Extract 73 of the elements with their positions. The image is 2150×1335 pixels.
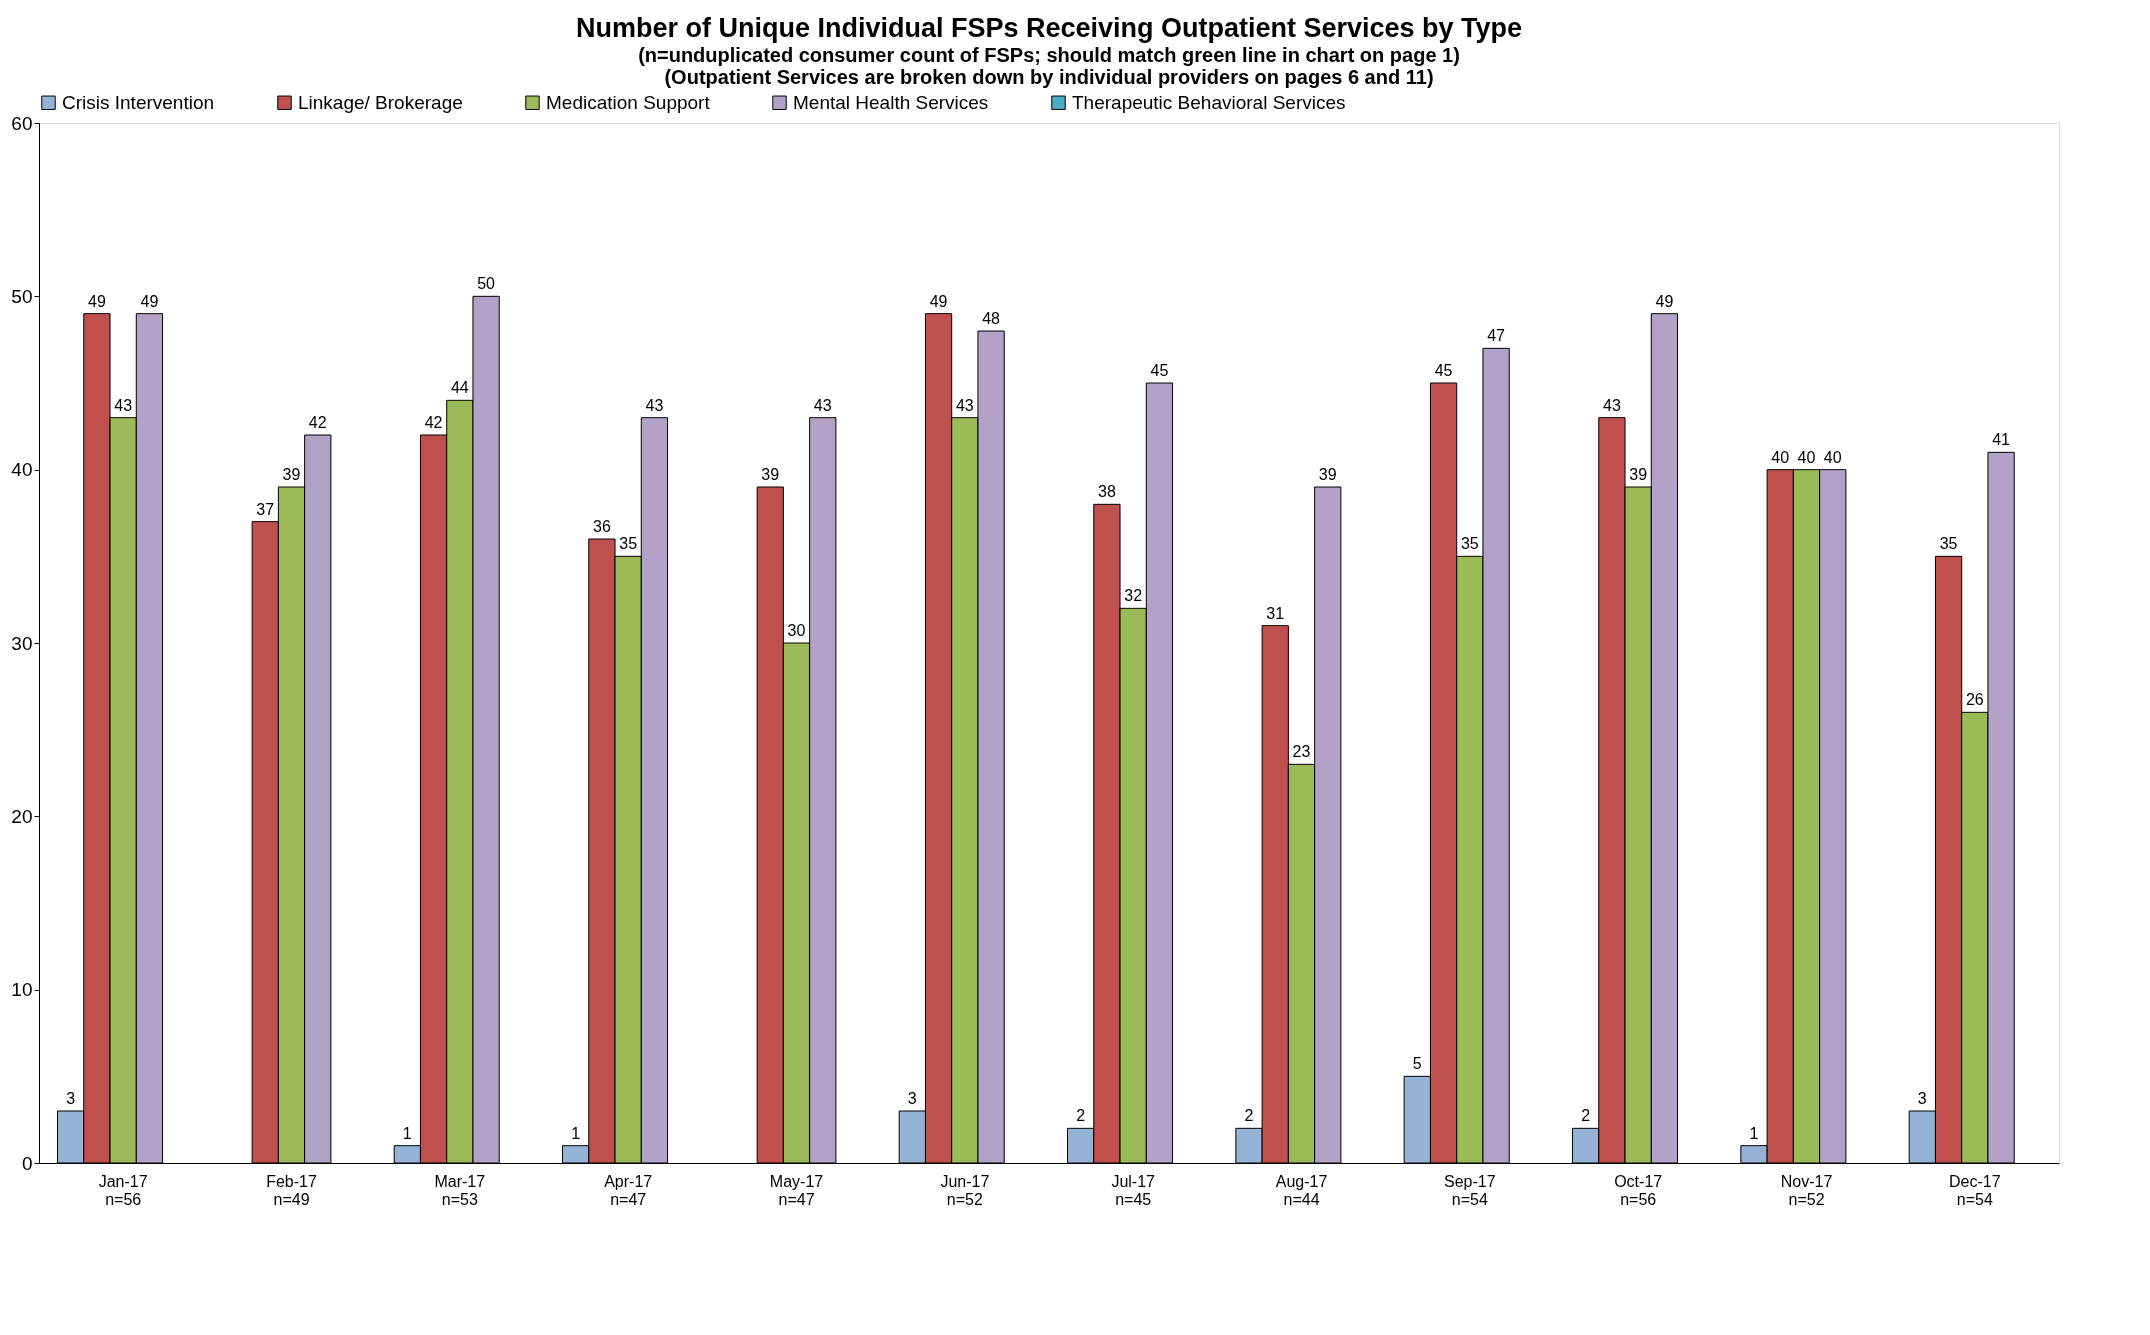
data-label: 43: [1603, 396, 1621, 414]
x-tick-label: Mar-17 n=53: [434, 1172, 486, 1208]
data-label: 41: [1992, 431, 2011, 449]
data-label: 1: [1749, 1124, 1759, 1142]
data-label: 43: [955, 396, 974, 414]
x-tick-label: Oct-17 n=56: [1614, 1172, 1663, 1208]
data-label: 40: [1797, 448, 1816, 466]
legend-label: Therapeutic Behavioral Services: [1072, 91, 1346, 113]
x-tick-label: Feb-17 n=49: [266, 1172, 317, 1208]
data-label: 30: [787, 622, 806, 639]
y-tick-label: 60: [11, 112, 33, 134]
data-label: 36: [593, 518, 611, 535]
data-label: 42: [308, 414, 327, 431]
data-label: 39: [1318, 466, 1337, 483]
data-label: 38: [1098, 483, 1116, 501]
data-label: 26: [1965, 691, 1984, 709]
data-label: 23: [1292, 743, 1311, 761]
data-label: 44: [450, 379, 469, 397]
data-label: 35: [1460, 535, 1479, 553]
y-tick-label: 30: [11, 632, 33, 654]
x-tick-label: Nov-17 n=52: [1780, 1172, 1833, 1208]
data-label: 40: [1823, 448, 1842, 466]
data-label: 2: [1076, 1107, 1086, 1125]
data-label: 49: [88, 292, 106, 310]
data-label: 49: [140, 292, 159, 310]
x-tick-label: Sep-17 n=54: [1444, 1172, 1496, 1208]
x-tick-label: Apr-17 n=47: [604, 1172, 653, 1208]
x-tick-label: Dec-17 n=54: [1949, 1172, 2001, 1208]
data-label: 35: [619, 535, 638, 553]
data-label: 45: [1150, 362, 1169, 379]
legend-label: Linkage/ Brokerage: [298, 91, 463, 113]
legend-label: Mental Health Services: [793, 91, 989, 113]
y-tick-label: 0: [21, 1152, 33, 1174]
data-label: 39: [282, 466, 301, 483]
data-label: 32: [1124, 587, 1143, 605]
data-label: 35: [1939, 535, 1958, 553]
data-label: 2: [1244, 1107, 1254, 1125]
data-label: 37: [256, 500, 275, 518]
data-label: 49: [1655, 292, 1674, 310]
data-label: 43: [813, 396, 832, 414]
legend-label: Medication Support: [546, 91, 711, 113]
x-tick-label: May-17 n=47: [769, 1172, 824, 1208]
y-tick-label: 40: [11, 459, 33, 481]
data-label: 1: [571, 1124, 581, 1142]
x-tick-label: Aug-17 n=44: [1275, 1172, 1328, 1208]
data-label: 2: [1581, 1107, 1591, 1125]
y-tick-label: 10: [11, 979, 33, 1001]
data-label: 39: [1629, 466, 1648, 483]
text: (Outpatient Services are broken down by individual providers on pages 6 and 11): [664, 66, 1434, 88]
data-label: 42: [424, 414, 443, 431]
data-label: 48: [982, 310, 1001, 327]
data-label: 3: [66, 1090, 76, 1107]
data-label: 43: [645, 396, 664, 414]
data-label: 47: [1487, 327, 1506, 345]
y-tick-label: 50: [11, 285, 33, 307]
chart-title: Number of Unique Individual FSPs Receiving Outpatient Services by Type: [575, 13, 1523, 43]
data-label: 40: [1771, 448, 1790, 466]
data-label: 43: [114, 396, 133, 414]
legend-label: Crisis Intervention: [62, 91, 215, 113]
x-tick-label: Jul-17 n=45: [1111, 1172, 1156, 1208]
data-label: 50: [477, 275, 496, 293]
data-label: 3: [1917, 1090, 1927, 1107]
x-tick-label: Jan-17 n=56: [98, 1172, 148, 1208]
data-label: 5: [1412, 1055, 1422, 1073]
y-tick-label: 20: [11, 805, 33, 827]
data-label: 49: [929, 292, 948, 310]
data-label: 31: [1266, 604, 1285, 622]
x-tick-label: Jun-17 n=52: [940, 1172, 990, 1208]
data-label: 45: [1434, 362, 1453, 379]
data-label: 1: [402, 1124, 412, 1142]
data-label: 3: [907, 1090, 917, 1107]
data-label: 39: [761, 466, 780, 483]
text: (n=unduplicated consumer count of FSPs; should match green line in chart on page 1): [638, 44, 1460, 66]
